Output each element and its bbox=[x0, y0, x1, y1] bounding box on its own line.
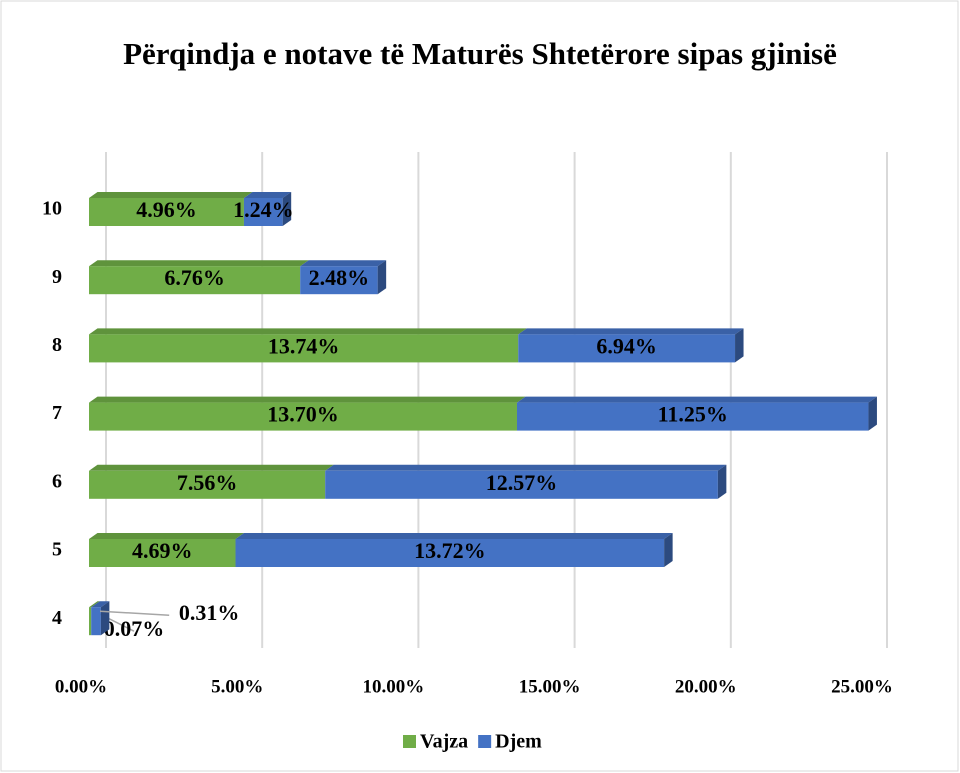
bar-top bbox=[243, 192, 292, 198]
data-label: 13.70% bbox=[267, 402, 339, 427]
data-label: 0.31% bbox=[179, 600, 240, 625]
chart-title: Përqindja e notave të Maturës Shtetërore… bbox=[123, 36, 837, 71]
bar bbox=[91, 607, 101, 636]
y-tick-label: 9 bbox=[52, 266, 62, 288]
legend-swatch bbox=[478, 735, 492, 748]
data-label: 0.07% bbox=[104, 616, 165, 641]
x-tick-label: 5.00% bbox=[211, 676, 263, 697]
bar bbox=[89, 402, 517, 431]
bar-top bbox=[91, 601, 110, 608]
bar-top bbox=[235, 533, 673, 539]
bar bbox=[89, 539, 236, 567]
bar-top bbox=[518, 328, 744, 335]
data-label: 2.48% bbox=[309, 265, 370, 290]
bar-top bbox=[325, 464, 727, 471]
data-label: 4.96% bbox=[136, 197, 197, 222]
data-label: 1.24% bbox=[233, 197, 294, 222]
x-tick-label: 10.00% bbox=[363, 676, 425, 697]
data-label: 6.76% bbox=[164, 265, 225, 290]
bar bbox=[325, 470, 718, 499]
y-tick-label: 5 bbox=[52, 539, 62, 561]
bar bbox=[516, 402, 869, 431]
x-tick-label: 20.00% bbox=[675, 676, 737, 697]
x-tick-label: 0.00% bbox=[55, 676, 107, 697]
data-label: 6.94% bbox=[596, 333, 657, 358]
bar-side bbox=[664, 533, 673, 567]
y-tick-label: 10 bbox=[42, 198, 62, 220]
data-label: 11.25% bbox=[658, 402, 728, 427]
bar-side bbox=[282, 192, 292, 226]
bar-side bbox=[377, 260, 387, 295]
bar-top bbox=[89, 192, 253, 198]
bar-side bbox=[717, 464, 727, 499]
bar-top bbox=[516, 396, 877, 403]
data-label: 4.69% bbox=[132, 538, 193, 563]
bar bbox=[89, 198, 244, 226]
legend-label: Vajza bbox=[420, 731, 468, 753]
data-label: 13.72% bbox=[414, 538, 486, 563]
x-tick-label: 25.00% bbox=[831, 676, 893, 697]
bar bbox=[300, 266, 378, 295]
bar bbox=[89, 266, 301, 295]
bar-side bbox=[100, 601, 110, 636]
y-tick-label: 4 bbox=[52, 607, 62, 629]
data-label: 13.74% bbox=[268, 333, 340, 358]
bar-top bbox=[89, 396, 526, 403]
bar-top bbox=[89, 260, 309, 267]
bar bbox=[89, 334, 519, 363]
bar bbox=[243, 198, 283, 226]
y-tick-label: 8 bbox=[52, 334, 62, 356]
bar-top bbox=[300, 260, 387, 267]
legend-label: Djem bbox=[495, 731, 542, 753]
bar-top bbox=[89, 533, 245, 539]
y-tick-label: 6 bbox=[52, 470, 62, 492]
bar bbox=[235, 539, 665, 567]
bar-top bbox=[89, 328, 527, 335]
bar-top bbox=[89, 601, 100, 608]
bar bbox=[89, 470, 326, 499]
bar-top bbox=[89, 464, 334, 471]
leader-line bbox=[99, 610, 170, 616]
y-tick-label: 7 bbox=[52, 402, 62, 424]
bar-side bbox=[868, 396, 877, 431]
data-label: 12.57% bbox=[486, 470, 558, 495]
bar bbox=[518, 334, 736, 363]
legend-swatch bbox=[403, 735, 416, 748]
x-tick-label: 15.00% bbox=[519, 676, 581, 697]
data-label: 7.56% bbox=[177, 470, 238, 495]
bar-side bbox=[735, 328, 744, 363]
bar bbox=[89, 607, 92, 636]
